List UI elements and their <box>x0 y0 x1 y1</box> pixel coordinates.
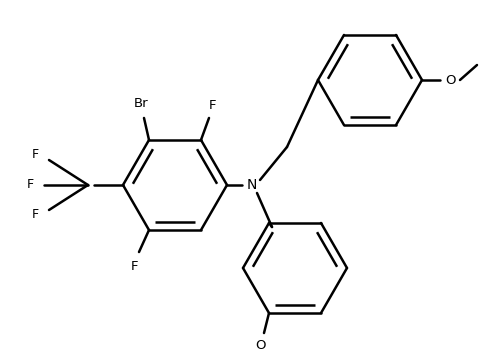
Text: F: F <box>32 209 38 222</box>
Text: N: N <box>247 178 257 192</box>
Text: F: F <box>26 178 34 192</box>
Text: F: F <box>32 148 38 161</box>
Text: O: O <box>256 338 266 352</box>
Text: F: F <box>130 259 138 273</box>
Text: Br: Br <box>134 97 148 110</box>
Text: F: F <box>209 99 217 113</box>
Text: O: O <box>445 74 455 86</box>
